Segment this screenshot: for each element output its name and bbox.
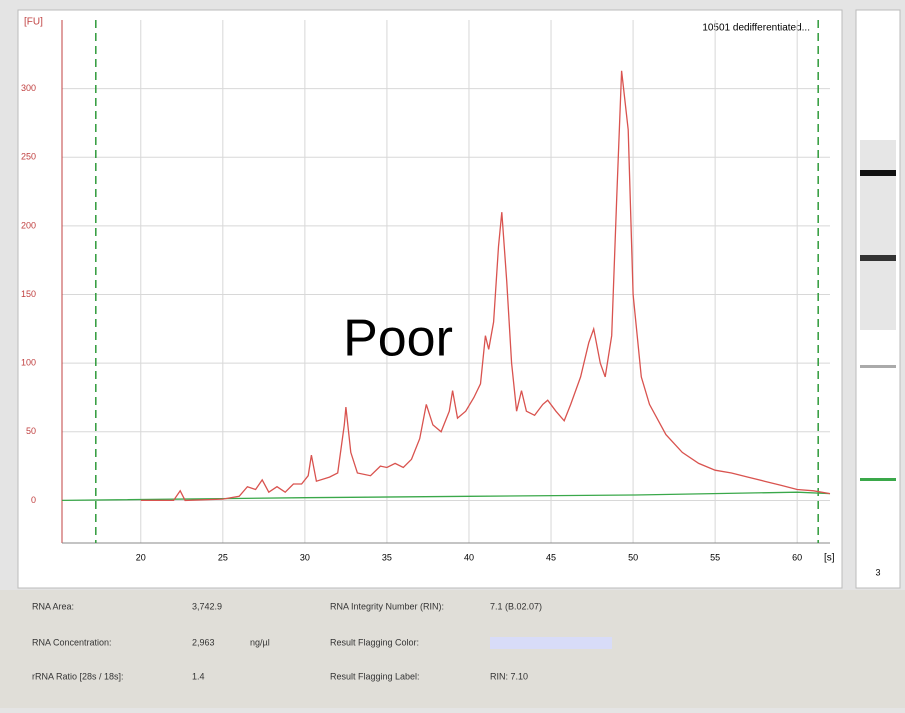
x-tick-label: 35 (382, 552, 392, 562)
result-label: Result Flagging Label: (330, 671, 420, 681)
gel-smear (860, 140, 896, 330)
result-label: RNA Concentration: (32, 637, 112, 647)
x-tick-label: 60 (792, 552, 802, 562)
trace (140, 70, 831, 502)
gel-band (860, 365, 896, 368)
x-tick-label: 45 (546, 552, 556, 562)
x-tick-label: 30 (300, 552, 310, 562)
results-panel (0, 590, 905, 708)
result-value: 7.1 (B.02.07) (490, 601, 542, 611)
result-label: RNA Area: (32, 601, 74, 611)
annotation: Poor (343, 310, 453, 368)
result-value: RIN: 7.10 (490, 671, 528, 681)
gel-band (860, 255, 896, 261)
lane-label: 3 (875, 567, 880, 577)
x-tick-label: 55 (710, 552, 720, 562)
x-tick-label: 40 (464, 552, 474, 562)
y-tick-label: 150 (21, 289, 36, 299)
y-tick-label: 200 (21, 220, 36, 230)
gel-marker (860, 478, 896, 481)
result-unit: ng/µl (250, 637, 270, 647)
result-value: 3,742.9 (192, 601, 222, 611)
results: RNA Area: 3,742.9 RNA Integrity Number (RI… (32, 601, 612, 681)
result-label: rRNA Ratio [28s / 18s]: (32, 671, 124, 681)
sample-title: 10501 dedifferentiated... (702, 23, 810, 34)
x-tick-label: 20 (136, 552, 146, 562)
result-value: 2,963 (192, 637, 215, 647)
x-axis-label: [s] (824, 553, 835, 564)
y-tick-label: 0 (31, 495, 36, 505)
y-tick-label: 250 (21, 152, 36, 162)
gel-band (860, 170, 896, 176)
trace (61, 491, 831, 502)
x-tick-label: 50 (628, 552, 638, 562)
y-tick-label: 50 (26, 426, 36, 436)
result-label: Result Flagging Color: (330, 637, 419, 647)
y-axis-label: [FU] (24, 17, 43, 28)
result-label: RNA Integrity Number (RIN): (330, 601, 444, 611)
chart-panel (17, 9, 843, 589)
x-tick-label: 25 (218, 552, 228, 562)
result-value: 1.4 (192, 671, 205, 681)
y-tick-label: 100 (21, 358, 36, 368)
y-tick-label: 300 (21, 83, 36, 93)
flag-color (490, 637, 612, 649)
